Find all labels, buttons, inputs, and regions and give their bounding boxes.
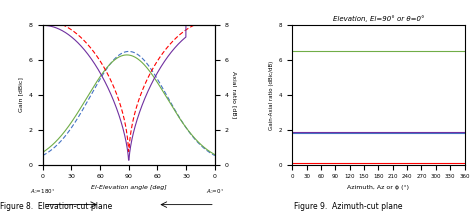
Text: Figure 8.  Elevation-cut plane: Figure 8. Elevation-cut plane: [0, 202, 112, 211]
Title: Elevation, El=90° or θ=0°: Elevation, El=90° or θ=0°: [333, 15, 424, 22]
X-axis label: Azimuth, Az or ϕ (°): Azimuth, Az or ϕ (°): [347, 185, 410, 190]
Y-axis label: Gain [dBic]: Gain [dBic]: [18, 77, 23, 112]
X-axis label: El-Elevation angle [deg]: El-Elevation angle [deg]: [91, 185, 167, 190]
Y-axis label: Axial ratio [dB]: Axial ratio [dB]: [232, 71, 237, 119]
Text: $A$:=0$^\circ$: $A$:=0$^\circ$: [206, 187, 224, 196]
Y-axis label: Gain-Axial ratio (dBic/dB): Gain-Axial ratio (dBic/dB): [269, 60, 273, 130]
Text: Figure 9.  Azimuth-cut plane: Figure 9. Azimuth-cut plane: [294, 202, 402, 211]
Text: $A$:=180$^\circ$: $A$:=180$^\circ$: [30, 187, 55, 196]
